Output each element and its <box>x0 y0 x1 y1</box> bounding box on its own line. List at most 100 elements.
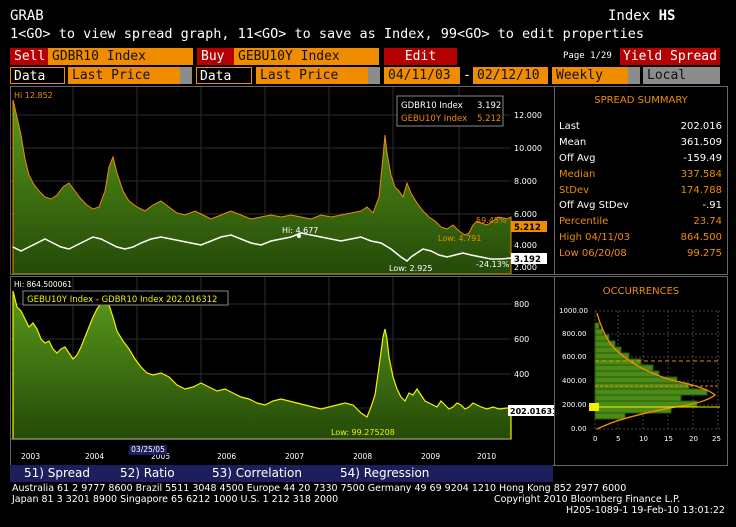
currency-field[interactable]: Local CCY <box>643 67 720 100</box>
occ-x-tick-0: 0 <box>593 435 597 443</box>
footer-contacts-1: Australia 61 2 9777 8600 Brazil 5511 304… <box>12 483 627 494</box>
summary-row: Mean 361.509 <box>555 135 727 151</box>
data-field-1[interactable]: Last Price <box>68 67 180 84</box>
bottom-y-tick-2: 400 <box>514 370 529 379</box>
summary-row-value: 99.275 <box>687 248 722 260</box>
legend-1-value: 3.192 <box>477 101 501 111</box>
occ-y-tick-5: 0.00 <box>571 425 587 433</box>
occ-y-tick-0: 1000.00 <box>559 307 588 315</box>
occ-y-axis: 1000.00 800.00 600.00 400.00 200.00 0.00 <box>559 307 588 433</box>
top-chart-svg: 12.000 10.000 8.000 6.000 4.000 2.000 Hi… <box>11 87 547 275</box>
occ-x-axis: 0 5 10 15 20 25 <box>593 435 721 443</box>
summary-row: High 04/11/03 864.500 <box>555 230 727 246</box>
tab-ratio[interactable]: 52) Ratio <box>120 466 175 480</box>
summary-row: Median 337.584 <box>555 167 727 183</box>
x-label-2: 2005 <box>151 452 170 461</box>
summary-row-key: High 04/11/03 <box>559 232 631 244</box>
summary-row-value: 361.509 <box>680 136 722 148</box>
svg-text:202.016312: 202.016312 <box>510 407 554 416</box>
summary-row: Last 202.016 <box>555 119 727 135</box>
top-chart-area <box>12 99 512 275</box>
legend-2-name: GEBU10Y Index <box>401 114 467 124</box>
spread-summary-panel: SPREAD SUMMARY Last 202.016 Mean 361.509 Off… <box>554 86 728 275</box>
x-label-0: 2003 <box>21 452 40 461</box>
occ-x-tick-1: 5 <box>616 435 620 443</box>
buy-label: Buy <box>197 48 235 65</box>
tab-spread[interactable]: 51) Spread <box>24 466 91 480</box>
top-chart-white-line <box>12 232 512 262</box>
data-field-1-dropdown[interactable] <box>180 67 192 84</box>
occ-x-tick-2: 10 <box>639 435 648 443</box>
legend-1-name: GDBR10 Index <box>401 101 463 111</box>
spread-summary-rows: Last 202.016 Mean 361.509 Off Avg -159.49 Medi… <box>555 119 727 262</box>
summary-row-value: 202.016 <box>680 121 722 132</box>
summary-row-key: Percentile <box>559 216 609 228</box>
bottom-tag: 202.016312 <box>508 405 563 416</box>
spread-summary-title: SPREAD SUMMARY <box>594 95 688 106</box>
top-chart-y-axis: 12.000 10.000 8.000 6.000 4.000 2.000 <box>514 111 542 272</box>
summary-row: StDev 174.788 <box>555 183 727 199</box>
x-label-4: 2007 <box>285 452 304 461</box>
legend-2-value: 5.212 <box>477 114 501 124</box>
period-field[interactable]: Weekly <box>552 67 628 84</box>
summary-row-key: StDev <box>559 184 590 196</box>
tab-correlation[interactable]: 53) Correlation <box>212 466 302 480</box>
footer-copyright: Copyright 2010 Bloomberg Finance L.P. <box>494 494 681 505</box>
function-label: Index HS <box>608 8 675 24</box>
top-y-tick-4: 4.000 <box>514 241 537 250</box>
top-pct-orange: 59.45% <box>476 216 507 225</box>
occ-y-tick-4: 200.00 <box>562 401 587 409</box>
top-y-tick-0: 12.000 <box>514 111 542 120</box>
summary-row: Off Avg StDev -.91 <box>555 198 727 214</box>
data-field-2[interactable]: Last Price <box>256 67 368 84</box>
occurrences-title: OCCURRENCES <box>602 286 680 297</box>
bottom-hi-label: Hi: 864.500061 <box>14 280 72 289</box>
bottom-chart-area <box>12 290 512 440</box>
summary-row: Off Avg -159.49 <box>555 151 727 167</box>
occ-y-tick-1: 800.00 <box>562 330 587 338</box>
x-label-3: 2006 <box>217 452 236 461</box>
start-date-field[interactable]: 04/11/03 <box>384 67 460 84</box>
yield-spread-button[interactable]: Yield Spread <box>620 48 720 65</box>
occ-y-tick-2: 600.00 <box>562 353 587 361</box>
buy-security-field[interactable]: GEBU10Y Index <box>234 48 379 65</box>
summary-row-value: 337.584 <box>680 168 722 180</box>
top-y-tick-2: 8.000 <box>514 177 537 186</box>
occ-x-tick-4: 20 <box>689 435 698 443</box>
summary-row-key: Mean <box>559 136 587 148</box>
bottom-spread-chart: 800 600 400 200 Hi: 864.500061 GEBU10Y I… <box>10 276 563 466</box>
top-y-tick-1: 10.000 <box>514 144 542 153</box>
occ-normal-curve <box>596 312 717 430</box>
x-label-6: 2009 <box>421 452 440 461</box>
sell-label: Sell <box>10 48 50 65</box>
top-legend: GDBR10 Index 3.192 GEBU10Y Index 5.212 <box>396 95 504 127</box>
instructions-line: 1<GO> to view spread graph, 11<GO> to sa… <box>10 26 644 42</box>
bottom-y-tick-1: 600 <box>514 335 529 344</box>
data-label-1: Data <box>10 67 65 84</box>
summary-row: Percentile 23.74 <box>555 214 727 230</box>
top-hi-label: Hi 12.852 <box>14 91 53 100</box>
period-dropdown[interactable] <box>628 67 640 84</box>
x-label-5: 2008 <box>353 452 372 461</box>
top-low-white: Low: 2.925 <box>389 264 432 273</box>
footer-terminal-id: H205-1089-1 19-Feb-10 13:01:22 <box>566 505 725 516</box>
svg-text:GEBU10Y Index - GDBR10 Index: GEBU10Y Index - GDBR10 Index 202.016312 <box>27 295 217 305</box>
function-code: HS <box>658 8 676 24</box>
sell-security-field[interactable]: GDBR10 Index <box>48 48 193 65</box>
date-separator: - <box>462 67 472 84</box>
top-pct-white: -24.13% <box>476 260 510 269</box>
x-label-1: 2004 <box>85 452 104 461</box>
date-cursor-marker[interactable]: 03/25/05 <box>129 445 167 455</box>
bottom-x-axis: 2003 2004 2005 2006 2007 2008 2009 2010 <box>21 452 496 461</box>
top-y-tick-5: 2.000 <box>514 263 537 272</box>
data-field-2-dropdown[interactable] <box>368 67 380 84</box>
top-tag-orange: 5.212 <box>511 221 547 233</box>
top-low-orange: Low: 4.791 <box>438 234 481 243</box>
svg-text:3.192: 3.192 <box>514 255 541 265</box>
edit-button[interactable]: Edit <box>384 48 457 65</box>
tab-regression[interactable]: 54) Regression <box>340 466 430 480</box>
top-hi-marker: Hi: 4.677 <box>282 226 318 235</box>
summary-row-key: Low 06/20/08 <box>559 248 627 260</box>
summary-row-key: Median <box>559 168 596 180</box>
end-date-field[interactable]: 02/12/10 <box>473 67 548 84</box>
